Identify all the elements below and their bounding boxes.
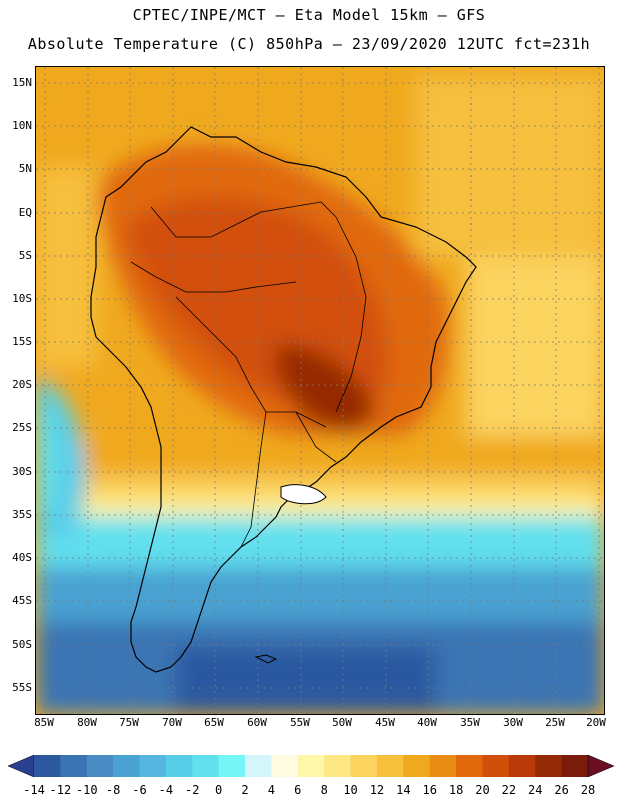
lat-label: 30S <box>12 465 32 478</box>
colorbar-bin <box>86 755 114 777</box>
lat-label: 15N <box>12 76 32 89</box>
lat-label: 25S <box>12 421 32 434</box>
colorbar-tick-label: 10 <box>343 783 358 797</box>
colorbar-bin <box>324 755 352 777</box>
colorbar-tick-label: 18 <box>448 783 464 797</box>
field-pacific-north <box>36 167 96 367</box>
colorbar-bin <box>376 755 404 777</box>
colorbar-tick-label: 2 <box>241 783 249 797</box>
lon-label: 70W <box>162 716 182 729</box>
lon-label: 55W <box>290 716 310 729</box>
colorbar-bin <box>561 755 589 777</box>
colorbar-bin <box>429 755 457 777</box>
lon-label: 30W <box>503 716 523 729</box>
colorbar-tick-label: -2 <box>185 783 200 797</box>
lon-label: 80W <box>77 716 97 729</box>
lat-label: 40S <box>12 551 32 564</box>
chart-title-line-1: CPTEC/INPE/MCT – Eta Model 15km – GFS <box>132 6 486 24</box>
colorbar-bin <box>113 755 141 777</box>
lat-label: 50S <box>12 638 32 651</box>
colorbar-tick-label: 8 <box>320 783 328 797</box>
lat-label: 5N <box>18 162 32 175</box>
field-pacific-cold-core <box>36 397 58 517</box>
colorbar-tick-label: -8 <box>105 783 121 797</box>
colorbar-tick-label: 16 <box>422 783 437 797</box>
colorbar-bin <box>218 755 246 777</box>
lat-label: 10S <box>12 292 32 305</box>
colorbar-bin <box>535 755 563 777</box>
colorbar-tick-label: 12 <box>369 783 385 797</box>
colorbar-bin <box>297 755 325 777</box>
colorbar-bin <box>508 755 536 777</box>
lon-label: 75W <box>119 716 139 729</box>
colorbar-tick-label: -14 <box>23 783 45 797</box>
colorbar-arrow-min <box>8 754 35 778</box>
lon-label: 65W <box>204 716 224 729</box>
colorbar-tick-label: 14 <box>396 783 411 797</box>
field-atlantic-central <box>466 257 604 437</box>
south-america-coastline <box>90 126 477 673</box>
colorbar-tick-label: 6 <box>294 783 302 797</box>
lat-label: 45S <box>12 594 32 607</box>
field-cold-2 <box>36 567 604 627</box>
colorbar-bin <box>165 755 193 777</box>
lon-label: 50W <box>332 716 352 729</box>
lon-label: 20W <box>586 716 606 729</box>
colorbar-tick-label: -10 <box>75 783 98 797</box>
colorbar-bin <box>350 755 378 777</box>
colorbar-tick-label: -4 <box>158 783 174 797</box>
colorbar-tick-label: -12 <box>49 783 72 797</box>
lat-label: 10N <box>12 119 32 132</box>
colorbar-tick-label: 28 <box>580 783 596 797</box>
temperature-map[interactable] <box>35 66 605 715</box>
colorbar-tick-label: 24 <box>528 783 543 797</box>
colorbar <box>8 754 614 778</box>
lat-label: EQ <box>18 206 32 219</box>
lake-patos-region <box>280 484 327 505</box>
colorbar-bin <box>139 755 167 777</box>
lon-label: 25W <box>545 716 565 729</box>
colorbar-bin <box>192 755 220 777</box>
colorbar-bin <box>34 755 61 777</box>
lat-label: 20S <box>12 378 32 391</box>
map-svg <box>36 67 604 714</box>
colorbar-bin <box>60 755 88 777</box>
field-atlantic-north <box>416 77 604 257</box>
field-cold-4 <box>176 647 436 714</box>
field-hot-core <box>275 345 376 431</box>
colorbar-tick-label: 0 <box>215 783 223 797</box>
colorbar-bin <box>403 755 431 777</box>
colorbar-tick-label: 4 <box>267 783 276 797</box>
lat-label: 15S <box>12 335 32 348</box>
colorbar-tick-label: 20 <box>475 783 490 797</box>
lon-label: 45W <box>375 716 395 729</box>
lon-label: 40W <box>417 716 437 729</box>
colorbar-arrow-max <box>587 754 614 778</box>
temperature-field <box>36 67 604 714</box>
colorbar-tick-label: -6 <box>132 783 147 797</box>
grid-lines <box>36 67 604 714</box>
country-borders <box>130 201 367 548</box>
colorbar-tick-label: 26 <box>554 783 569 797</box>
colorbar-bin <box>456 755 483 777</box>
lon-label: 60W <box>247 716 267 729</box>
lat-label: 55S <box>12 681 32 694</box>
lat-label: 35S <box>12 508 32 521</box>
colorbar-bin <box>482 755 510 777</box>
colorbar-tick-label: 22 <box>501 783 517 797</box>
lon-label: 35W <box>460 716 480 729</box>
falkland-islands <box>254 654 278 664</box>
lon-label: 85W <box>34 716 54 729</box>
lat-label: 5S <box>18 249 32 262</box>
colorbar-bin <box>271 755 299 777</box>
chart-title-line-2: Absolute Temperature (C) 850hPa – 23/09/… <box>27 35 591 53</box>
colorbar-bin <box>245 755 272 777</box>
